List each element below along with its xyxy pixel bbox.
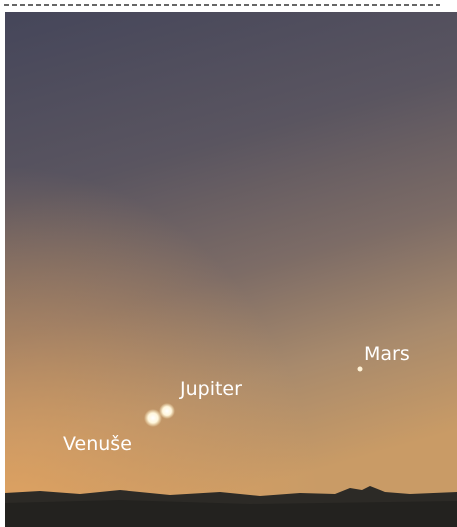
page: Mars Jupiter Venuše (() => { const data … xyxy=(0,0,457,527)
mars-dot xyxy=(358,367,363,372)
planet-label: Venuše xyxy=(63,433,132,455)
planet-label: Jupiter xyxy=(179,378,242,400)
ground xyxy=(5,500,457,527)
planet-label: Mars xyxy=(364,343,410,365)
venus-dot xyxy=(144,409,162,427)
sky-view: Mars Jupiter Venuše xyxy=(0,0,457,527)
